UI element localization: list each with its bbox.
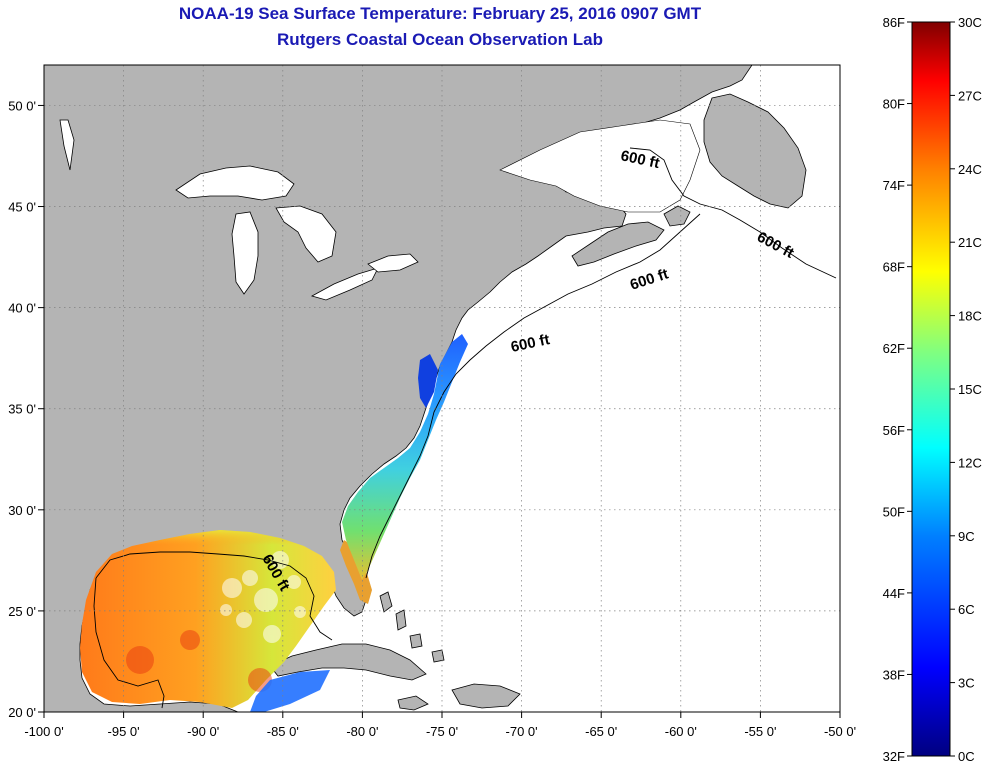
- lat-tick-label: 20 0': [8, 705, 36, 720]
- colorbar-f-label: 44F: [883, 586, 905, 601]
- st-lawrence-water: [499, 119, 701, 213]
- cape-breton-land: [663, 205, 691, 227]
- newfoundland-land: [703, 93, 807, 209]
- colorbar-f-label: 74F: [883, 178, 905, 193]
- colorbar-c-label: 0C: [958, 749, 975, 764]
- lon-tick-label: -50 0': [824, 724, 856, 739]
- isobath-600ft: [93, 147, 837, 709]
- lon-tick-label: -90 0': [187, 724, 219, 739]
- colorbar-ticks: [907, 21, 955, 757]
- lat-tick-label: 35 0': [8, 402, 36, 417]
- lake-ontario: [367, 253, 419, 273]
- colorbar-c-label: 9C: [958, 529, 975, 544]
- colorbar-celsius-labels: 30C 27C 24C 21C 18C 15C 12C 9C 6C 3C 0C: [958, 15, 982, 764]
- latitude-labels: 20 0' 25 0' 30 0' 35 0' 40 0' 45 0' 50 0': [8, 98, 36, 720]
- colorbar-f-label: 68F: [883, 260, 905, 275]
- lon-tick-label: -100 0': [24, 724, 63, 739]
- colorbar-c-label: 18C: [958, 309, 982, 324]
- colorbar-c-label: 12C: [958, 455, 982, 470]
- lat-tick-label: 45 0': [8, 200, 36, 215]
- colorbar-f-label: 80F: [883, 97, 905, 112]
- colorbar-c-label: 30C: [958, 15, 982, 30]
- bahamas-islands: [379, 591, 445, 663]
- colorbar-f-label: 50F: [883, 504, 905, 519]
- lon-tick-label: -95 0': [108, 724, 140, 739]
- lake-erie: [310, 267, 379, 301]
- florida-east-sst: [340, 540, 372, 604]
- colorbar-f-label: 62F: [883, 341, 905, 356]
- lat-tick-label: 50 0': [8, 98, 36, 113]
- lake-winnipeg: [59, 119, 75, 171]
- colorbar-fahrenheit-labels: 86F 80F 74F 68F 62F 56F 50F 44F 38F 32F: [883, 15, 905, 764]
- colorbar-f-label: 32F: [883, 749, 905, 764]
- colorbar: [911, 21, 951, 757]
- lake-michigan: [231, 211, 259, 295]
- colorbar-c-label: 3C: [958, 676, 975, 691]
- lat-tick-label: 30 0': [8, 503, 36, 518]
- colorbar-c-label: 24C: [958, 162, 982, 177]
- chesapeake-sst: [418, 354, 438, 408]
- lake-superior: [175, 165, 295, 201]
- map-title: NOAA-19 Sea Surface Temperature: Februar…: [178, 4, 702, 23]
- great-lakes: [59, 119, 419, 301]
- lat-tick-label: 40 0': [8, 301, 36, 316]
- lon-tick-label: -80 0': [346, 724, 378, 739]
- cuba-land: [269, 643, 427, 681]
- lon-tick-label: -60 0': [665, 724, 697, 739]
- lon-tick-label: -70 0': [506, 724, 538, 739]
- lat-tick-label: 25 0': [8, 604, 36, 619]
- colorbar-f-label: 56F: [883, 423, 905, 438]
- jamaica-land: [397, 695, 429, 711]
- atlantic-coastal-sst: [342, 334, 468, 580]
- lon-tick-label: -75 0': [426, 724, 458, 739]
- colorbar-c-label: 21C: [958, 235, 982, 250]
- colorbar-c-label: 15C: [958, 382, 982, 397]
- colorbar-c-label: 6C: [958, 602, 975, 617]
- map-subtitle: Rutgers Coastal Ocean Observation Lab: [277, 30, 603, 49]
- lon-tick-label: -65 0': [585, 724, 617, 739]
- colorbar-f-label: 86F: [883, 15, 905, 30]
- lake-huron: [275, 205, 337, 263]
- axis-ticks: [38, 104, 841, 718]
- longitude-labels: -100 0' -95 0' -90 0' -85 0' -80 0' -75 0' -70…: [24, 724, 856, 739]
- hispaniola-land: [451, 683, 521, 709]
- gulf-sst-cloud-noise: [220, 551, 306, 643]
- colorbar-f-label: 38F: [883, 667, 905, 682]
- lon-tick-label: -55 0': [744, 724, 776, 739]
- colorbar-c-label: 27C: [958, 88, 982, 103]
- nova-scotia-land: [571, 221, 665, 267]
- lon-tick-label: -85 0': [267, 724, 299, 739]
- caribbean-sst: [250, 670, 330, 712]
